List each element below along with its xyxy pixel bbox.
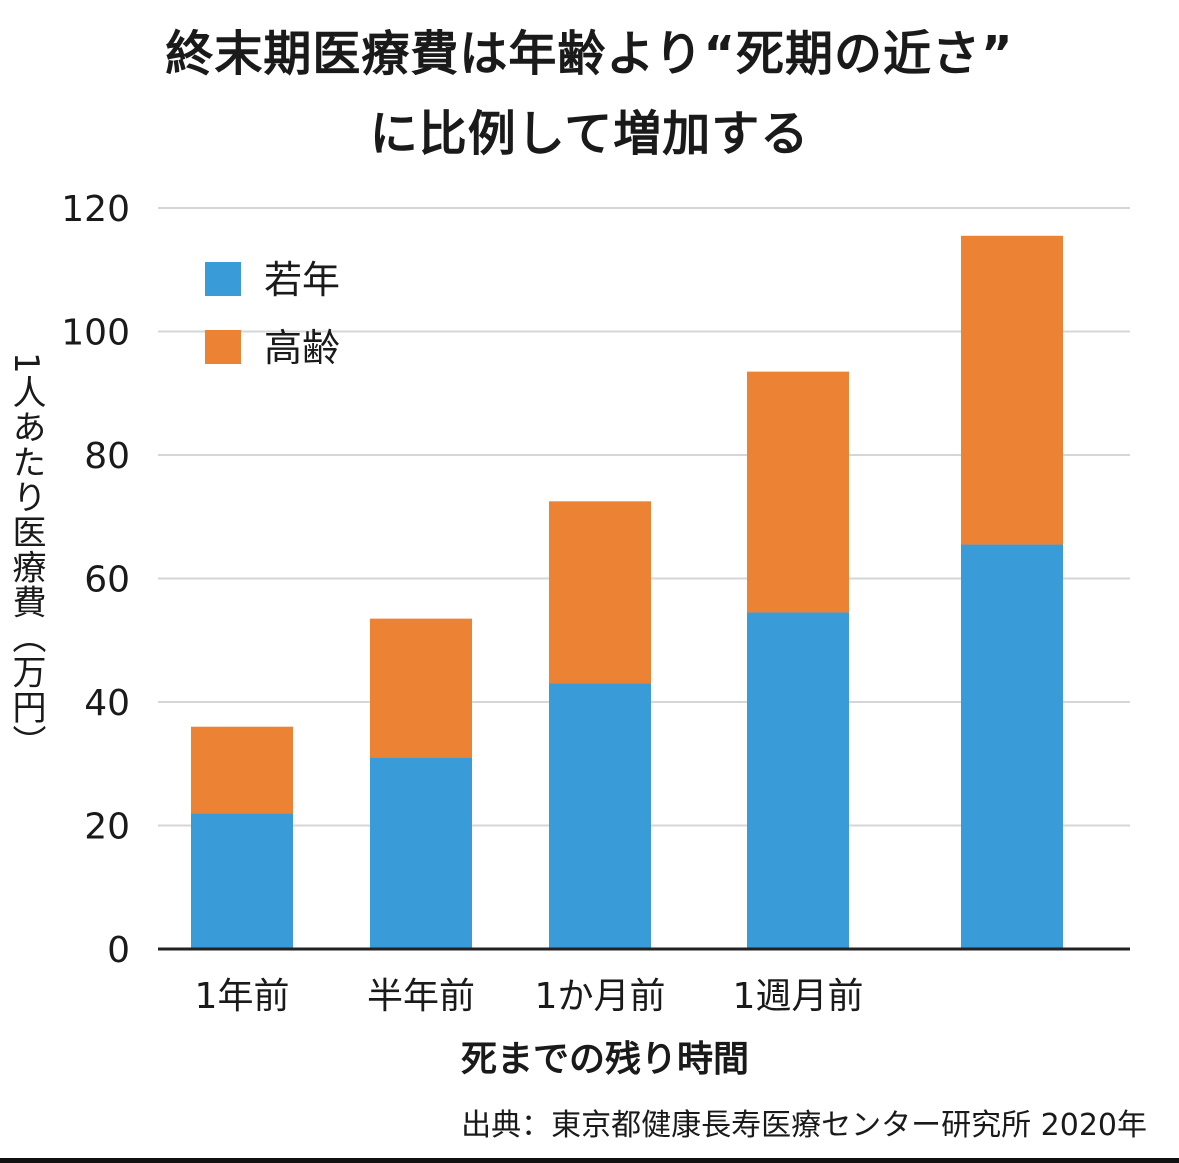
x-tick-label: 半年前 — [367, 976, 475, 1017]
x-axis-label: 死までの残り時間 — [461, 1039, 749, 1080]
legend-swatch — [205, 262, 241, 296]
y-tick-label: 0 — [107, 930, 130, 971]
legend-label: 若年 — [264, 258, 340, 302]
y-tick-label: 100 — [61, 313, 130, 354]
y-tick-label: 20 — [84, 807, 130, 848]
bar-segment-elderly — [191, 726, 293, 814]
bar-segment-young — [370, 757, 472, 949]
source-note: 出典：東京都健康長寿医療センター研究所 2020年 — [461, 1108, 1147, 1143]
y-tick-label: 60 — [84, 560, 130, 601]
y-tick-label: 40 — [84, 683, 130, 724]
legend-swatch — [205, 330, 241, 364]
y-axis-label: 1人あたり医療費（万円） — [6, 352, 46, 760]
bar-segment-young — [961, 544, 1063, 949]
bar-segment-elderly — [549, 501, 651, 684]
bottom-rule — [0, 1158, 1179, 1163]
chart-title-line1: 終末期医療費は年齢より“死期の近さ” — [165, 26, 1014, 82]
y-tick-labels: 0 20 40 60 80 100 120 — [61, 189, 130, 971]
legend-label: 高齢 — [264, 326, 340, 370]
bar-segment-young — [747, 612, 849, 949]
bar-segment-young — [191, 813, 293, 949]
chart-title-line2: に比例して増加する — [369, 106, 810, 162]
bars — [191, 235, 1063, 949]
x-tick-label: 1か月前 — [535, 976, 666, 1017]
y-tick-label: 80 — [84, 436, 130, 477]
bar-segment-young — [549, 683, 651, 949]
x-tick-label: 1週月前 — [733, 976, 864, 1017]
x-tick-labels: 1年前 半年前 1か月前 1週月前 — [195, 976, 864, 1017]
bar-segment-elderly — [370, 618, 472, 758]
x-tick-label: 1年前 — [195, 976, 290, 1017]
bar-segment-elderly — [961, 235, 1063, 545]
bar-segment-elderly — [747, 371, 849, 613]
y-tick-label: 120 — [61, 189, 130, 230]
